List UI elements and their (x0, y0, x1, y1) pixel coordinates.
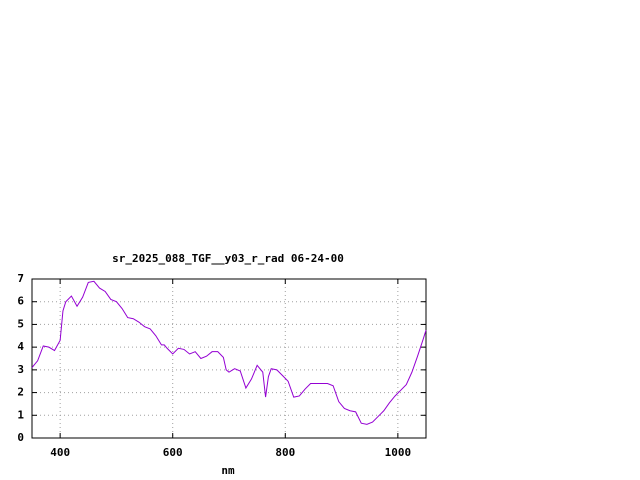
y-tick-label: 5 (17, 317, 24, 330)
y-tick-label: 3 (17, 363, 24, 376)
y-tick-label: 6 (17, 295, 24, 308)
y-tick-label: 4 (17, 340, 24, 353)
plot-frame (31, 278, 427, 439)
x-tick-label: 600 (163, 446, 183, 459)
data-line (31, 280, 427, 425)
y-tick-label: 0 (17, 431, 24, 444)
y-tick-label: 1 (17, 408, 24, 421)
y-tick-label: 7 (17, 272, 24, 285)
y-tick-label: 2 (17, 386, 24, 399)
x-tick-label: 1000 (385, 446, 412, 459)
x-tick-label: 800 (275, 446, 295, 459)
x-axis-label: nm (221, 464, 235, 477)
x-tick-label: 400 (50, 446, 70, 459)
chart-title: sr_2025_088_TGF__y03_r_rad 06-24-00 (112, 252, 344, 265)
